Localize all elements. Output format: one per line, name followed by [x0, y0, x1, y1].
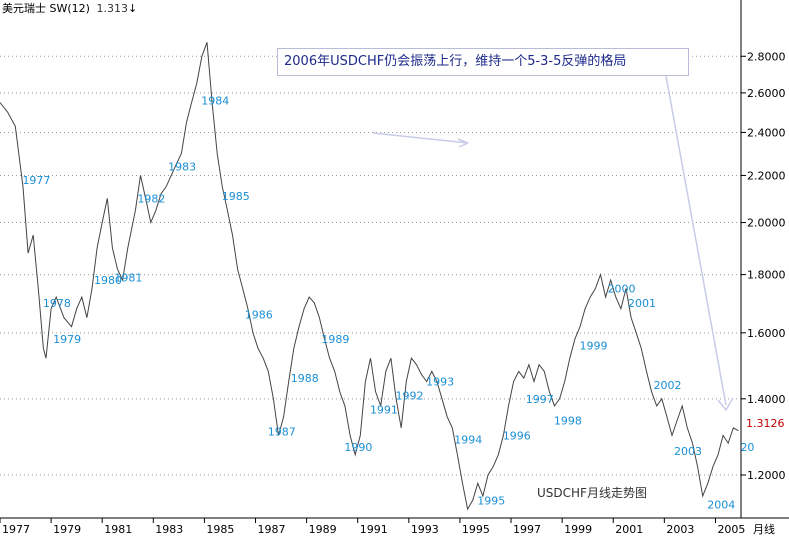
price-series-line: [0, 42, 739, 511]
x-tick-label: 1985: [206, 523, 234, 536]
arrow-head-long: [717, 397, 734, 412]
last-price-label: 1.3126: [744, 417, 787, 430]
arrow-line-short: [372, 132, 469, 144]
year-label: 1981: [114, 271, 142, 284]
year-label: 2002: [654, 379, 682, 392]
year-label: 1978: [43, 297, 71, 310]
x-tick-label: 1999: [564, 523, 592, 536]
year-label: 1986: [245, 309, 273, 322]
x-tick-label: 1997: [513, 523, 541, 536]
year-label: 1988: [291, 372, 319, 385]
year-label: 1999: [579, 339, 607, 352]
chart-header: 美元瑞士 SW(12) 1.313↓: [2, 0, 137, 16]
y-tick-label: 1.2000: [747, 469, 786, 482]
y-tick-label: 2.0000: [747, 217, 786, 230]
x-tick-label: 1981: [104, 523, 132, 536]
x-tick-label: 2003: [666, 523, 694, 536]
year-label: 1994: [454, 433, 482, 446]
arrow-line-long: [665, 75, 727, 406]
year-label: 1996: [503, 429, 531, 442]
annotation-box: 2006年USDCHF仍会振荡上行，维持一个5-3-5反弹的格局: [277, 48, 689, 76]
x-tick-label: 2005: [717, 523, 745, 536]
y-tick-label: 2.4000: [747, 126, 786, 139]
y-tick-label: 1.4000: [747, 393, 786, 406]
chart-caption: USDCHF月线走势图: [537, 486, 647, 500]
year-label: 1997: [526, 393, 554, 406]
year-label: 1990: [344, 441, 372, 454]
last-value: 1.313: [96, 2, 128, 15]
year-label: 1985: [222, 190, 250, 203]
year-label: 1980: [94, 274, 122, 287]
year-label: 2003: [674, 445, 702, 458]
x-axis-label: 月线: [753, 522, 775, 536]
x-tick-label: 1983: [155, 523, 183, 536]
y-tick-label: 1.6000: [747, 327, 786, 340]
x-tick-label: 1991: [360, 523, 388, 536]
year-label: 1992: [395, 389, 423, 402]
year-label: 1979: [53, 333, 81, 346]
year-label: 2001: [628, 297, 656, 310]
year-label: 1993: [426, 375, 454, 388]
y-tick-label: 1.8000: [747, 269, 786, 282]
x-tick-label: 2001: [615, 523, 643, 536]
year-label: 1984: [201, 95, 229, 108]
x-tick-label: 1995: [462, 523, 490, 536]
year-label: 1991: [370, 404, 398, 417]
year-label: 1982: [137, 192, 165, 205]
year-label: 1995: [477, 494, 505, 507]
year-label: 1983: [168, 161, 196, 174]
x-tick-label: 1987: [258, 523, 286, 536]
year-label: 20: [740, 441, 754, 454]
x-tick-label: 1977: [2, 523, 30, 536]
year-label: 2000: [608, 283, 636, 296]
year-label: 1977: [22, 174, 50, 187]
instrument-name: 美元瑞士: [2, 2, 46, 15]
year-label: 1998: [554, 414, 582, 427]
down-arrow-icon: ↓: [127, 2, 138, 15]
year-label: 2004: [707, 499, 735, 512]
year-label: 1989: [321, 333, 349, 346]
x-tick-label: 1993: [411, 523, 439, 536]
x-tick-label: 1989: [309, 523, 337, 536]
year-label: 1987: [268, 426, 296, 439]
y-tick-label: 2.8000: [747, 50, 786, 63]
x-tick-label: 1979: [53, 523, 81, 536]
arrow-head-short: [457, 138, 469, 148]
y-tick-label: 2.6000: [747, 87, 786, 100]
y-tick-label: 2.2000: [747, 169, 786, 182]
indicator-name: SW(12): [49, 2, 90, 15]
